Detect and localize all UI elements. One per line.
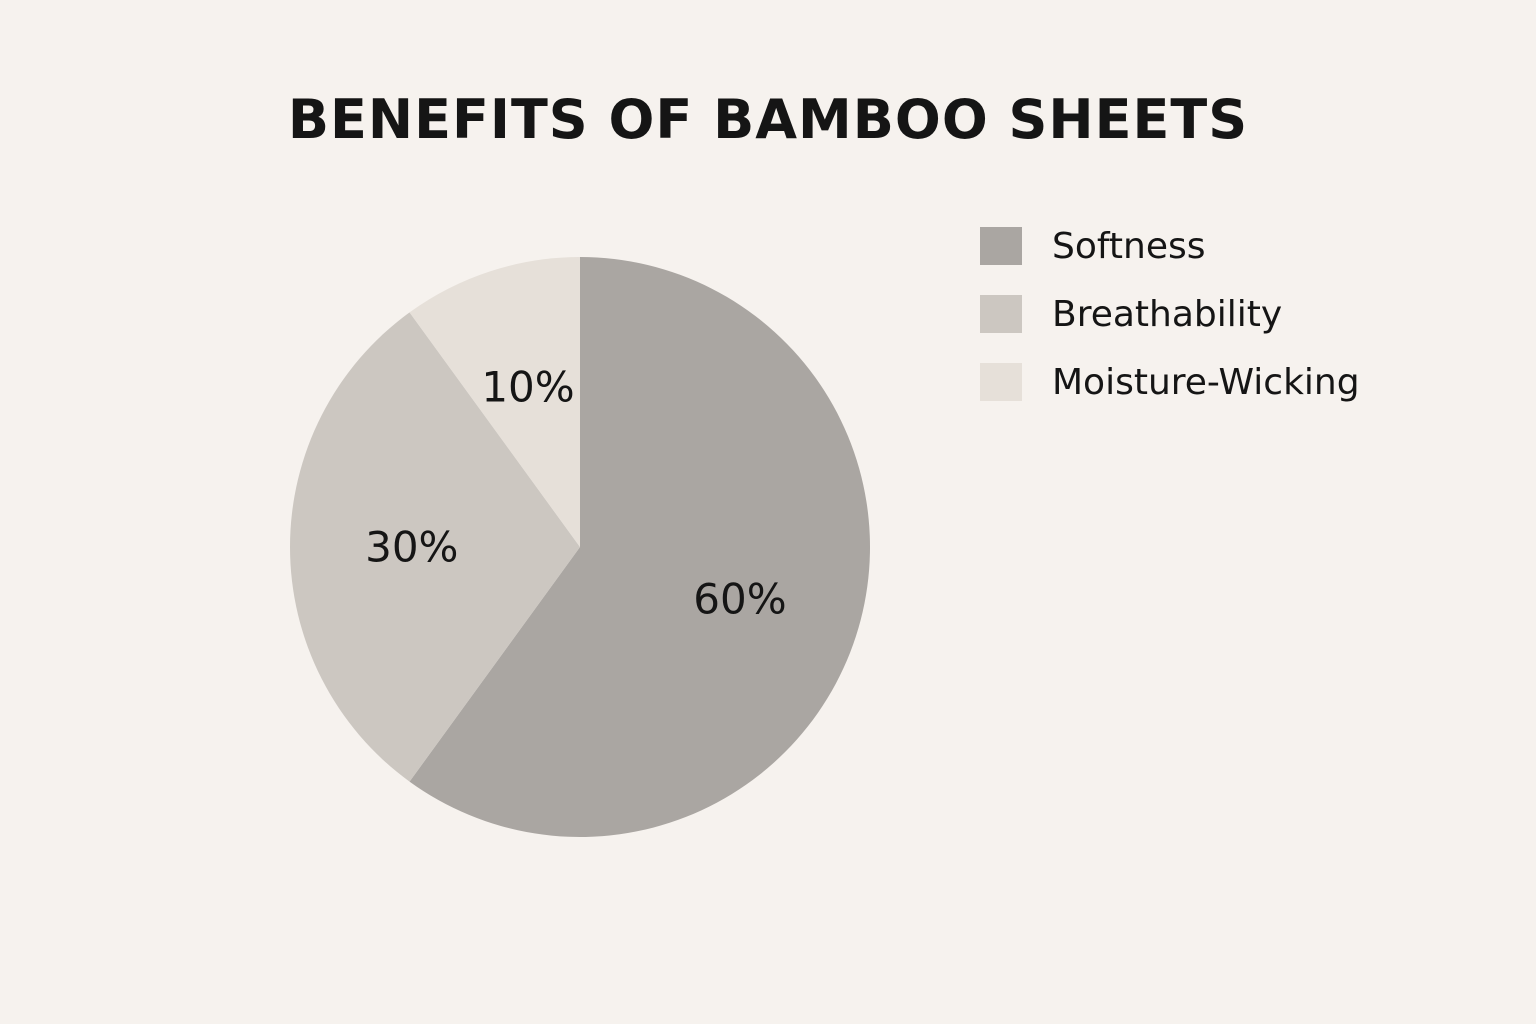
slice-label-moisture-wicking: 10% [481,363,574,412]
legend-label-moisture-wicking: Moisture-Wicking [1052,361,1360,403]
legend-swatch-breathability [980,295,1022,333]
pie-slice-breathability [289,312,580,782]
slice-label-breathability: 30% [365,523,458,572]
legend-swatch-moisture-wicking [980,363,1022,401]
legend-label-softness: Softness [1052,225,1206,267]
chart-title: BENEFITS OF BAMBOO SHEETS [287,88,1249,151]
legend-item-breathability: Breathability [980,292,1360,336]
pie-slice-moisture-wicking [409,257,580,547]
pie-slice-softness [409,257,871,838]
slice-label-softness: 60% [693,574,786,623]
legend: Softness Breathability Moisture-Wicking [980,224,1360,428]
legend-item-softness: Softness [980,224,1360,268]
legend-swatch-softness [980,227,1022,265]
legend-item-moisture-wicking: Moisture-Wicking [980,360,1360,404]
legend-label-breathability: Breathability [1052,293,1283,335]
